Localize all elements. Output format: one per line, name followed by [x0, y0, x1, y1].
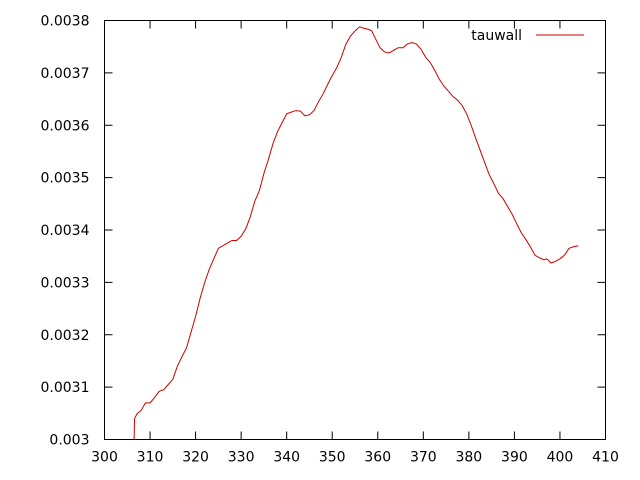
- x-tick-label: 370: [410, 450, 437, 466]
- x-tick-label: 410: [592, 450, 619, 466]
- x-tick-label: 310: [137, 450, 164, 466]
- series-layer: [133, 26, 579, 440]
- y-tick-label: 0.0034: [41, 223, 90, 239]
- legend-label: tauwall: [471, 28, 522, 44]
- x-tick-label: 350: [319, 450, 346, 466]
- y-tick-label: 0.0031: [41, 380, 90, 396]
- y-tick-label: 0.0033: [41, 275, 90, 291]
- y-tick-label: 0.0037: [41, 66, 90, 82]
- y-tick-label: 0.0036: [41, 118, 90, 134]
- y-tick-label: 0.0038: [41, 14, 90, 30]
- legend: tauwall: [471, 28, 584, 44]
- x-tick-label: 390: [501, 450, 528, 466]
- x-tick-label: 330: [228, 450, 255, 466]
- x-tick-label: 380: [455, 450, 482, 466]
- series-line-tauwall: [133, 26, 579, 440]
- x-axis: 300 310 320 330 340 350 360 370 380 390 400 410: [91, 20, 619, 466]
- x-tick-label: 400: [547, 450, 574, 466]
- y-tick-label: 0.0035: [41, 171, 90, 187]
- y-tick-label: 0.0032: [41, 328, 90, 344]
- x-tick-label: 300: [91, 450, 118, 466]
- x-tick-label: 340: [273, 450, 300, 466]
- y-axis: 0.003 0.0031 0.0032 0.0033 0.0034 0.0035 0.003…: [41, 14, 606, 449]
- y-tick-label: 0.003: [49, 433, 89, 449]
- plot-frame: [104, 20, 606, 440]
- x-tick-label: 320: [182, 450, 209, 466]
- x-tick-label: 360: [364, 450, 391, 466]
